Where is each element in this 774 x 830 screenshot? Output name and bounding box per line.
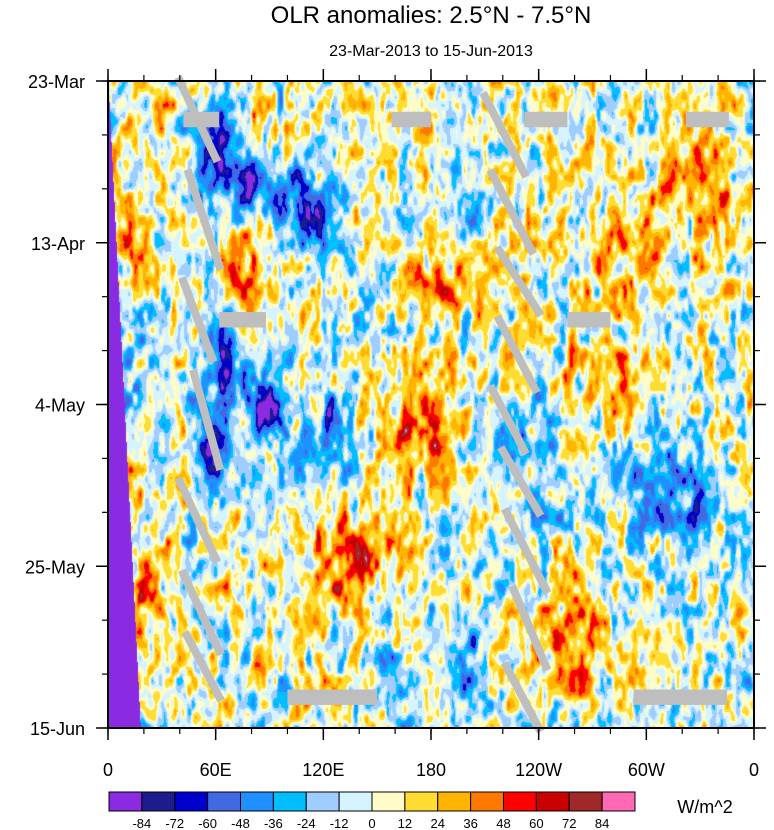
colorbar-swatch xyxy=(503,791,537,812)
missing-data-streak xyxy=(500,506,552,595)
missing-data-streak xyxy=(479,91,530,179)
y-tick-label: 23-Mar xyxy=(28,72,85,92)
colorbar-swatch xyxy=(305,791,340,812)
y-tick-label: 13-Apr xyxy=(31,234,85,254)
missing-data-bar xyxy=(633,689,728,705)
colorbar-swatch xyxy=(371,791,406,812)
x-axis: 0 60E 120E 180 120W 60W 0 xyxy=(103,69,759,780)
colorbar-label: -24 xyxy=(297,816,316,830)
colorbar-label: -72 xyxy=(165,816,184,830)
x-tick-label: 0 xyxy=(103,760,113,780)
colorbar-label: 36 xyxy=(463,816,477,830)
colorbar-swatch xyxy=(272,791,307,812)
y-tick-label: 15-Jun xyxy=(30,719,85,739)
colorbar-label: -84 xyxy=(132,816,151,830)
colorbar-swatch xyxy=(108,791,143,812)
colorbar-swatch xyxy=(601,791,636,812)
x-tick-label: 60E xyxy=(200,760,232,780)
missing-data-layer xyxy=(174,75,729,734)
colorbar-label: 12 xyxy=(398,816,412,830)
missing-data-bar xyxy=(219,312,266,328)
colorbar-swatch xyxy=(535,791,570,812)
missing-data-bar xyxy=(287,689,378,705)
missing-data-bar xyxy=(524,111,568,128)
colorbar-swatch xyxy=(338,791,373,812)
chart-subtitle: 23-Mar-2013 to 15-Jun-2013 xyxy=(329,43,533,60)
y-tick-label: 4-May xyxy=(35,396,85,416)
colorbar-label: 24 xyxy=(431,816,445,830)
missing-data-streak xyxy=(497,445,545,518)
missing-data-streak xyxy=(486,168,537,256)
missing-data-streak xyxy=(486,383,530,457)
colorbar-swatch xyxy=(437,791,472,812)
missing-data-bar xyxy=(685,111,729,128)
y-axis: 23-Mar 13-Apr 4-May 25-May 15-Jun xyxy=(25,72,766,739)
colorbar-label: -36 xyxy=(264,816,283,830)
x-tick-label: 120W xyxy=(515,760,562,780)
colorbar-swatch xyxy=(470,791,504,812)
missing-data-streak xyxy=(178,568,225,657)
colorbar-label: 72 xyxy=(562,816,576,830)
colorbar-swatch xyxy=(240,791,274,812)
chart-title: OLR anomalies: 2.5°N - 7.5°N xyxy=(271,2,592,29)
colorbar-label: -48 xyxy=(231,816,250,830)
colorbar-label: 84 xyxy=(595,816,609,830)
missing-data-streak xyxy=(493,244,545,318)
missing-data-streak xyxy=(189,368,225,472)
colorbar-swatch xyxy=(207,791,241,812)
colorbar: -84 -72 -60 -48 -36 -24 -12 0 12 24 36 48 60 72 84 xyxy=(108,791,636,830)
units-label: W/m^2 xyxy=(677,797,732,817)
missing-data-streak xyxy=(183,168,225,271)
x-tick-label: 60W xyxy=(628,760,665,780)
missing-data-bar xyxy=(391,111,431,128)
missing-data-streak xyxy=(178,276,218,364)
missing-data-streak xyxy=(493,314,541,395)
x-tick-label: 120E xyxy=(302,760,344,780)
anomaly-field xyxy=(108,81,754,728)
missing-data-streak xyxy=(174,476,221,564)
colorbar-label: 0 xyxy=(368,816,375,830)
x-tick-label: 180 xyxy=(416,760,446,780)
colorbar-label: 48 xyxy=(496,816,510,830)
missing-data-streak xyxy=(500,660,545,734)
colorbar-swatch xyxy=(568,791,603,812)
missing-data-streak xyxy=(174,75,221,164)
colorbar-swatch xyxy=(404,791,439,812)
colorbar-label: -60 xyxy=(198,816,217,830)
colorbar-label: 60 xyxy=(529,816,543,830)
missing-data-streak xyxy=(508,584,552,672)
colorbar-swatch xyxy=(141,791,176,812)
x-tick-label: 0 xyxy=(749,760,759,780)
colorbar-label: -12 xyxy=(330,816,349,830)
y-tick-label: 25-May xyxy=(25,557,85,577)
missing-data-bar xyxy=(567,312,611,328)
colorbar-swatch xyxy=(174,791,209,812)
missing-data-streak xyxy=(181,630,225,703)
